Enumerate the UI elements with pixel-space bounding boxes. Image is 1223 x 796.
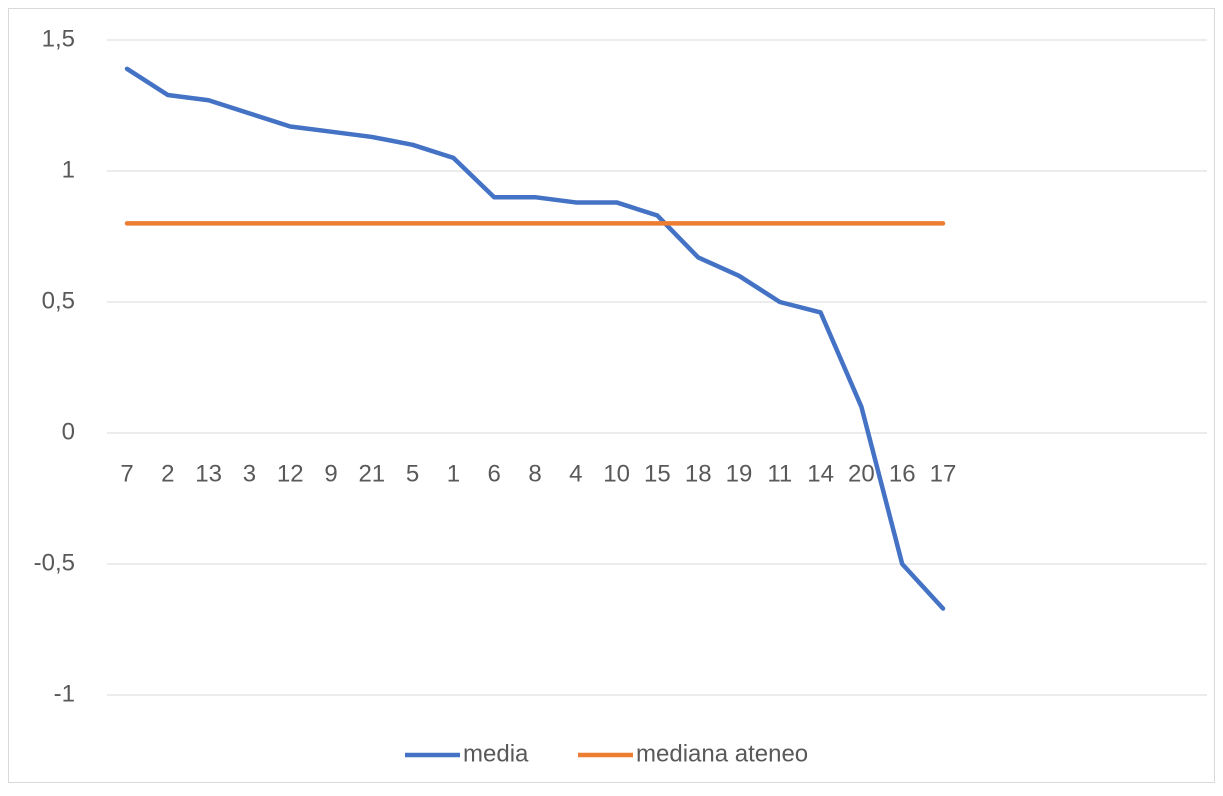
x-tick-label: 20 [848,460,875,487]
x-tick-label: 18 [685,460,712,487]
x-tick-label: 5 [406,460,419,487]
x-tick-label: 8 [528,460,541,487]
y-tick-label: 1 [62,156,75,183]
x-tick-label: 9 [324,460,337,487]
x-tick-label: 21 [358,460,385,487]
x-tick-label: 3 [243,460,256,487]
x-tick-label: 15 [644,460,671,487]
x-tick-label: 13 [195,460,222,487]
x-tick-label: 19 [726,460,753,487]
y-tick-label: 0 [62,418,75,445]
x-tick-label: 2 [161,460,174,487]
legend-label: mediana ateneo [636,740,808,767]
x-tick-label: 7 [120,460,133,487]
y-tick-label: -0,5 [34,549,75,576]
chart-border [8,8,1215,783]
x-tick-label: 10 [603,460,630,487]
series-line [124,66,946,611]
x-tick-label: 4 [569,460,582,487]
y-tick-label: -1 [54,680,75,707]
x-tick-label: 17 [930,460,957,487]
x-tick-label: 16 [889,460,916,487]
legend-label: media [463,740,529,767]
x-tick-label: 12 [277,460,304,487]
x-tick-label: 11 [767,460,792,487]
y-tick-label: 1,5 [42,25,75,52]
x-tick-label: 14 [807,460,834,487]
x-tick-label: 6 [488,460,501,487]
x-tick-label: 1 [447,460,460,487]
y-tick-label: 0,5 [42,287,75,314]
